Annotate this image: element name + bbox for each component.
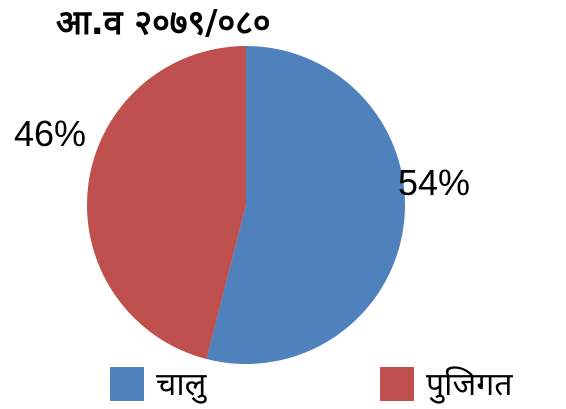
legend-item-chalu: चालु <box>110 362 206 406</box>
chart-title: आ.व २०७९/०८० <box>56 3 271 43</box>
data-label-0: 54% <box>398 162 470 203</box>
data-label-1: 46% <box>14 113 86 154</box>
legend-item-pujigat: पुजिगत <box>380 362 512 406</box>
legend-label-chalu: चालु <box>156 365 207 403</box>
pie-slice-1 <box>86 46 246 360</box>
pie-slice-0 <box>206 46 405 364</box>
legend-swatch-pujigat <box>380 367 414 401</box>
legend-label-pujigat: पुजिगत <box>426 365 513 403</box>
legend-swatch-chalu <box>110 367 144 401</box>
chart-legend: चालु पुजिगत <box>0 362 566 409</box>
